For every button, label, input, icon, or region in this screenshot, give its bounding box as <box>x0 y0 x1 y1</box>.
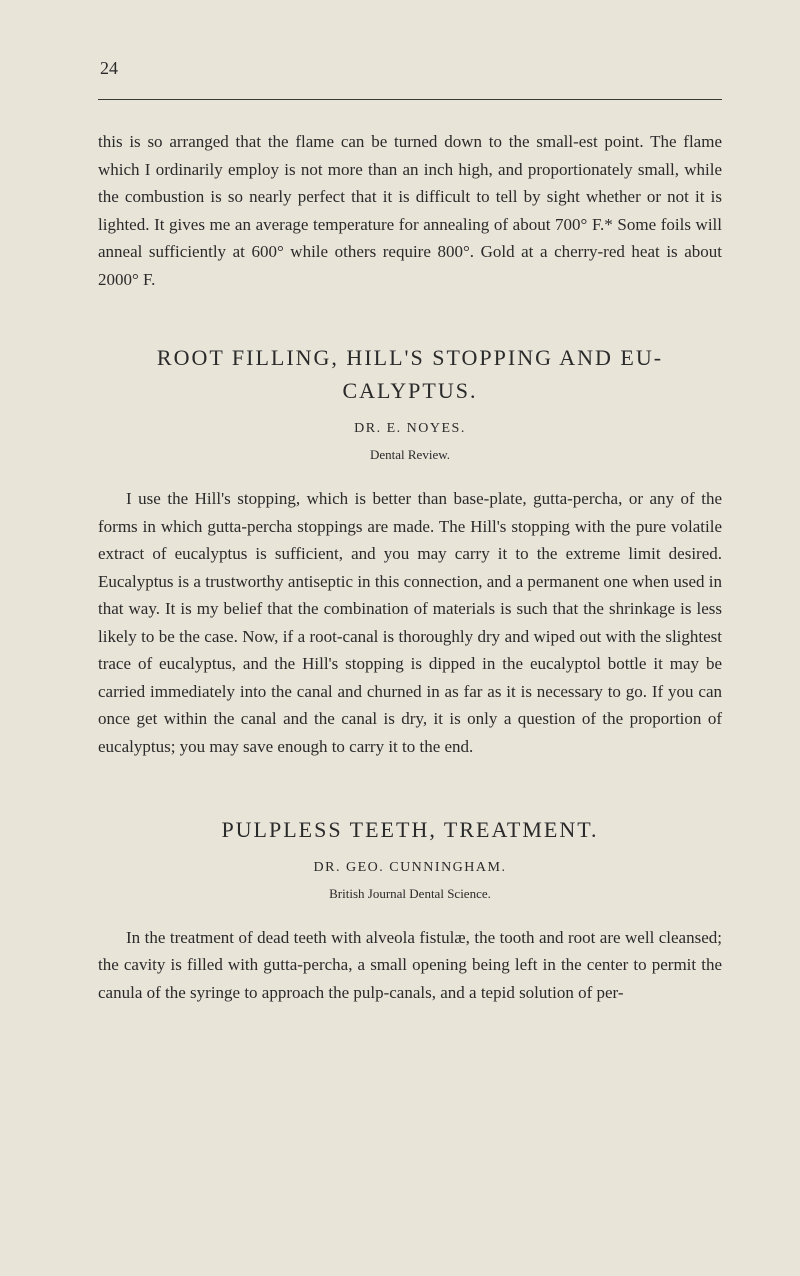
section-title: ROOT FILLING, HILL'S STOPPING AND EU-CAL… <box>98 341 722 407</box>
continuation-paragraph: this is so arranged that the flame can b… <box>98 128 722 293</box>
section-body: In the treatment of dead teeth with alve… <box>98 924 722 1007</box>
section-root-filling: ROOT FILLING, HILL'S STOPPING AND EU-CAL… <box>98 341 722 760</box>
section-body: I use the Hill's stopping, which is bett… <box>98 485 722 760</box>
section-author: DR. E. NOYES. <box>98 421 722 437</box>
section-source: Dental Review. <box>98 447 722 463</box>
page-rule <box>98 99 722 100</box>
section-author: DR. GEO. CUNNINGHAM. <box>98 860 722 876</box>
section-title: PULPLESS TEETH, TREATMENT. <box>98 813 722 846</box>
section-pulpless-teeth: PULPLESS TEETH, TREATMENT. DR. GEO. CUNN… <box>98 813 722 1007</box>
page-number: 24 <box>100 58 722 79</box>
section-source: British Journal Dental Science. <box>98 886 722 902</box>
